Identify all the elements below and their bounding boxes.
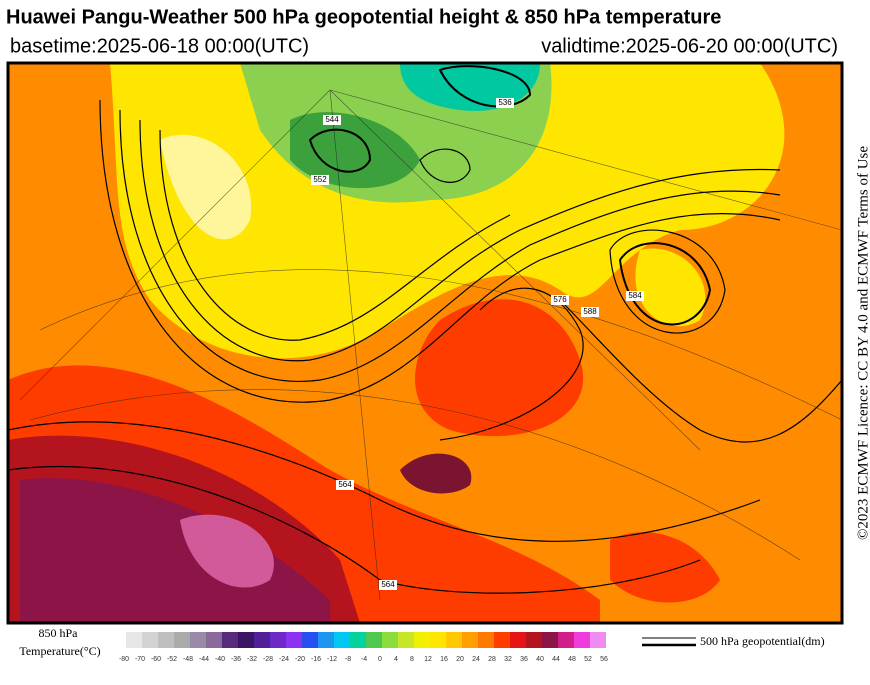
colorbar-tick-label: -80 (119, 656, 129, 663)
colorbar-tick-label: 28 (488, 656, 496, 663)
contour-label-bg (323, 115, 341, 125)
colorbar-swatch (462, 632, 478, 648)
colorbar-swatch (190, 632, 206, 648)
colorbar-swatch (174, 632, 190, 648)
colorbar-swatch (126, 632, 142, 648)
validtime: validtime:2025-06-20 00:00(UTC) (541, 35, 838, 57)
colorbar-swatch (478, 632, 494, 648)
colorbar-tick-label: 48 (568, 656, 576, 663)
contour-label: 588 (583, 307, 597, 316)
colorbar-swatch (222, 632, 238, 648)
contour-label-bg (336, 480, 354, 490)
colorbar-swatch (238, 632, 254, 648)
colorbar-swatch (350, 632, 366, 648)
colorbar-tick-label: -28 (263, 656, 273, 663)
colorbar-swatch (446, 632, 462, 648)
colorbar-tick-label: 16 (440, 656, 448, 663)
colorbar-tick-label: -52 (167, 656, 177, 663)
contour-label: 584 (628, 291, 642, 300)
colorbar-swatch (254, 632, 270, 648)
line-legend-label: 500 hPa geopotential(dm) (700, 634, 825, 648)
contour-label: 576 (553, 295, 567, 304)
colorbar-tick-label: -4 (361, 656, 367, 663)
contour-label-bg (581, 307, 599, 317)
colorbar-tick-label: 0 (378, 656, 382, 663)
title: Huawei Pangu-Weather 500 hPa geopotentia… (6, 6, 721, 28)
contour-label: 544 (325, 115, 339, 124)
colorbar-swatch (398, 632, 414, 648)
colorbar: -80 -70 -60 -52 -48 -44 -40 -36 -32 -28 -24 -20 -16-… (119, 632, 608, 663)
colorbar-tick-label: 40 (536, 656, 544, 663)
contour-label: 564 (338, 480, 352, 489)
colorbar-tick-label: 36 (520, 656, 528, 663)
colorbar-swatch (414, 632, 430, 648)
colorbar-tick-label: 24 (472, 656, 480, 663)
colorbar-tick-label: -44 (199, 656, 209, 663)
colorbar-swatch (142, 632, 158, 648)
colorbar-swatch (510, 632, 526, 648)
colorbar-swatch (366, 632, 382, 648)
contour-label-bg (551, 295, 569, 305)
contour-label-bg (379, 580, 397, 590)
colorbar-tick-label: -16 (311, 656, 321, 663)
contour-label: 564 (381, 580, 395, 589)
colorbar-tick-label: -60 (151, 656, 161, 663)
map: 536 544 552 564 576 584 588 564 (6, 61, 844, 625)
colorbar-tick-label: -70 (135, 656, 145, 663)
colorbar-swatch (318, 632, 334, 648)
colorbar-swatch (526, 632, 542, 648)
contour-label-bg (496, 98, 514, 108)
colorbar-tick-label: -24 (279, 656, 289, 663)
colorbar-tick-label: 4 (394, 656, 398, 663)
contour-label-bg (626, 291, 644, 301)
colorbar-title: Temperature(°C) (19, 644, 100, 658)
colorbar-swatch (302, 632, 318, 648)
colorbar-tick-label: -48 (183, 656, 193, 663)
colorbar-tick-label: 12 (424, 656, 432, 663)
basetime: basetime:2025-06-18 00:00(UTC) (10, 35, 309, 57)
colorbar-tick-label: -36 (231, 656, 241, 663)
colorbar-tick-label: -32 (247, 656, 257, 663)
contour-label: 552 (313, 175, 327, 184)
colorbar-tick-label: -20 (295, 656, 305, 663)
colorbar-swatch (590, 632, 606, 648)
colorbar-title: 850 hPa (39, 626, 79, 640)
side-note: ©2023 ECMWF Licence: CC BY 4.0 and ECMWF… (855, 146, 870, 540)
colorbar-swatch (270, 632, 286, 648)
colorbar-tick-label: 56 (600, 656, 608, 663)
colorbar-swatch (206, 632, 222, 648)
colorbar-swatch (494, 632, 510, 648)
colorbar-swatch (430, 632, 446, 648)
colorbar-tick-label: 20 (456, 656, 464, 663)
colorbar-swatch (574, 632, 590, 648)
colorbar-swatch (542, 632, 558, 648)
colorbar-tick-label: 52 (584, 656, 592, 663)
colorbar-tick-label: 44 (552, 656, 560, 663)
colorbar-tick-label: 32 (504, 656, 512, 663)
colorbar-swatch (158, 632, 174, 648)
contour-label-bg (311, 175, 329, 185)
colorbar-tick-label: -8 (345, 656, 351, 663)
colorbar-swatch (558, 632, 574, 648)
contour-label: 536 (498, 98, 512, 107)
colorbar-swatch (382, 632, 398, 648)
colorbar-tick-label: 8 (410, 656, 414, 663)
colorbar-swatch (286, 632, 302, 648)
colorbar-tick-label: -12 (327, 656, 337, 663)
colorbar-swatch (334, 632, 350, 648)
colorbar-tick-label: -40 (215, 656, 225, 663)
